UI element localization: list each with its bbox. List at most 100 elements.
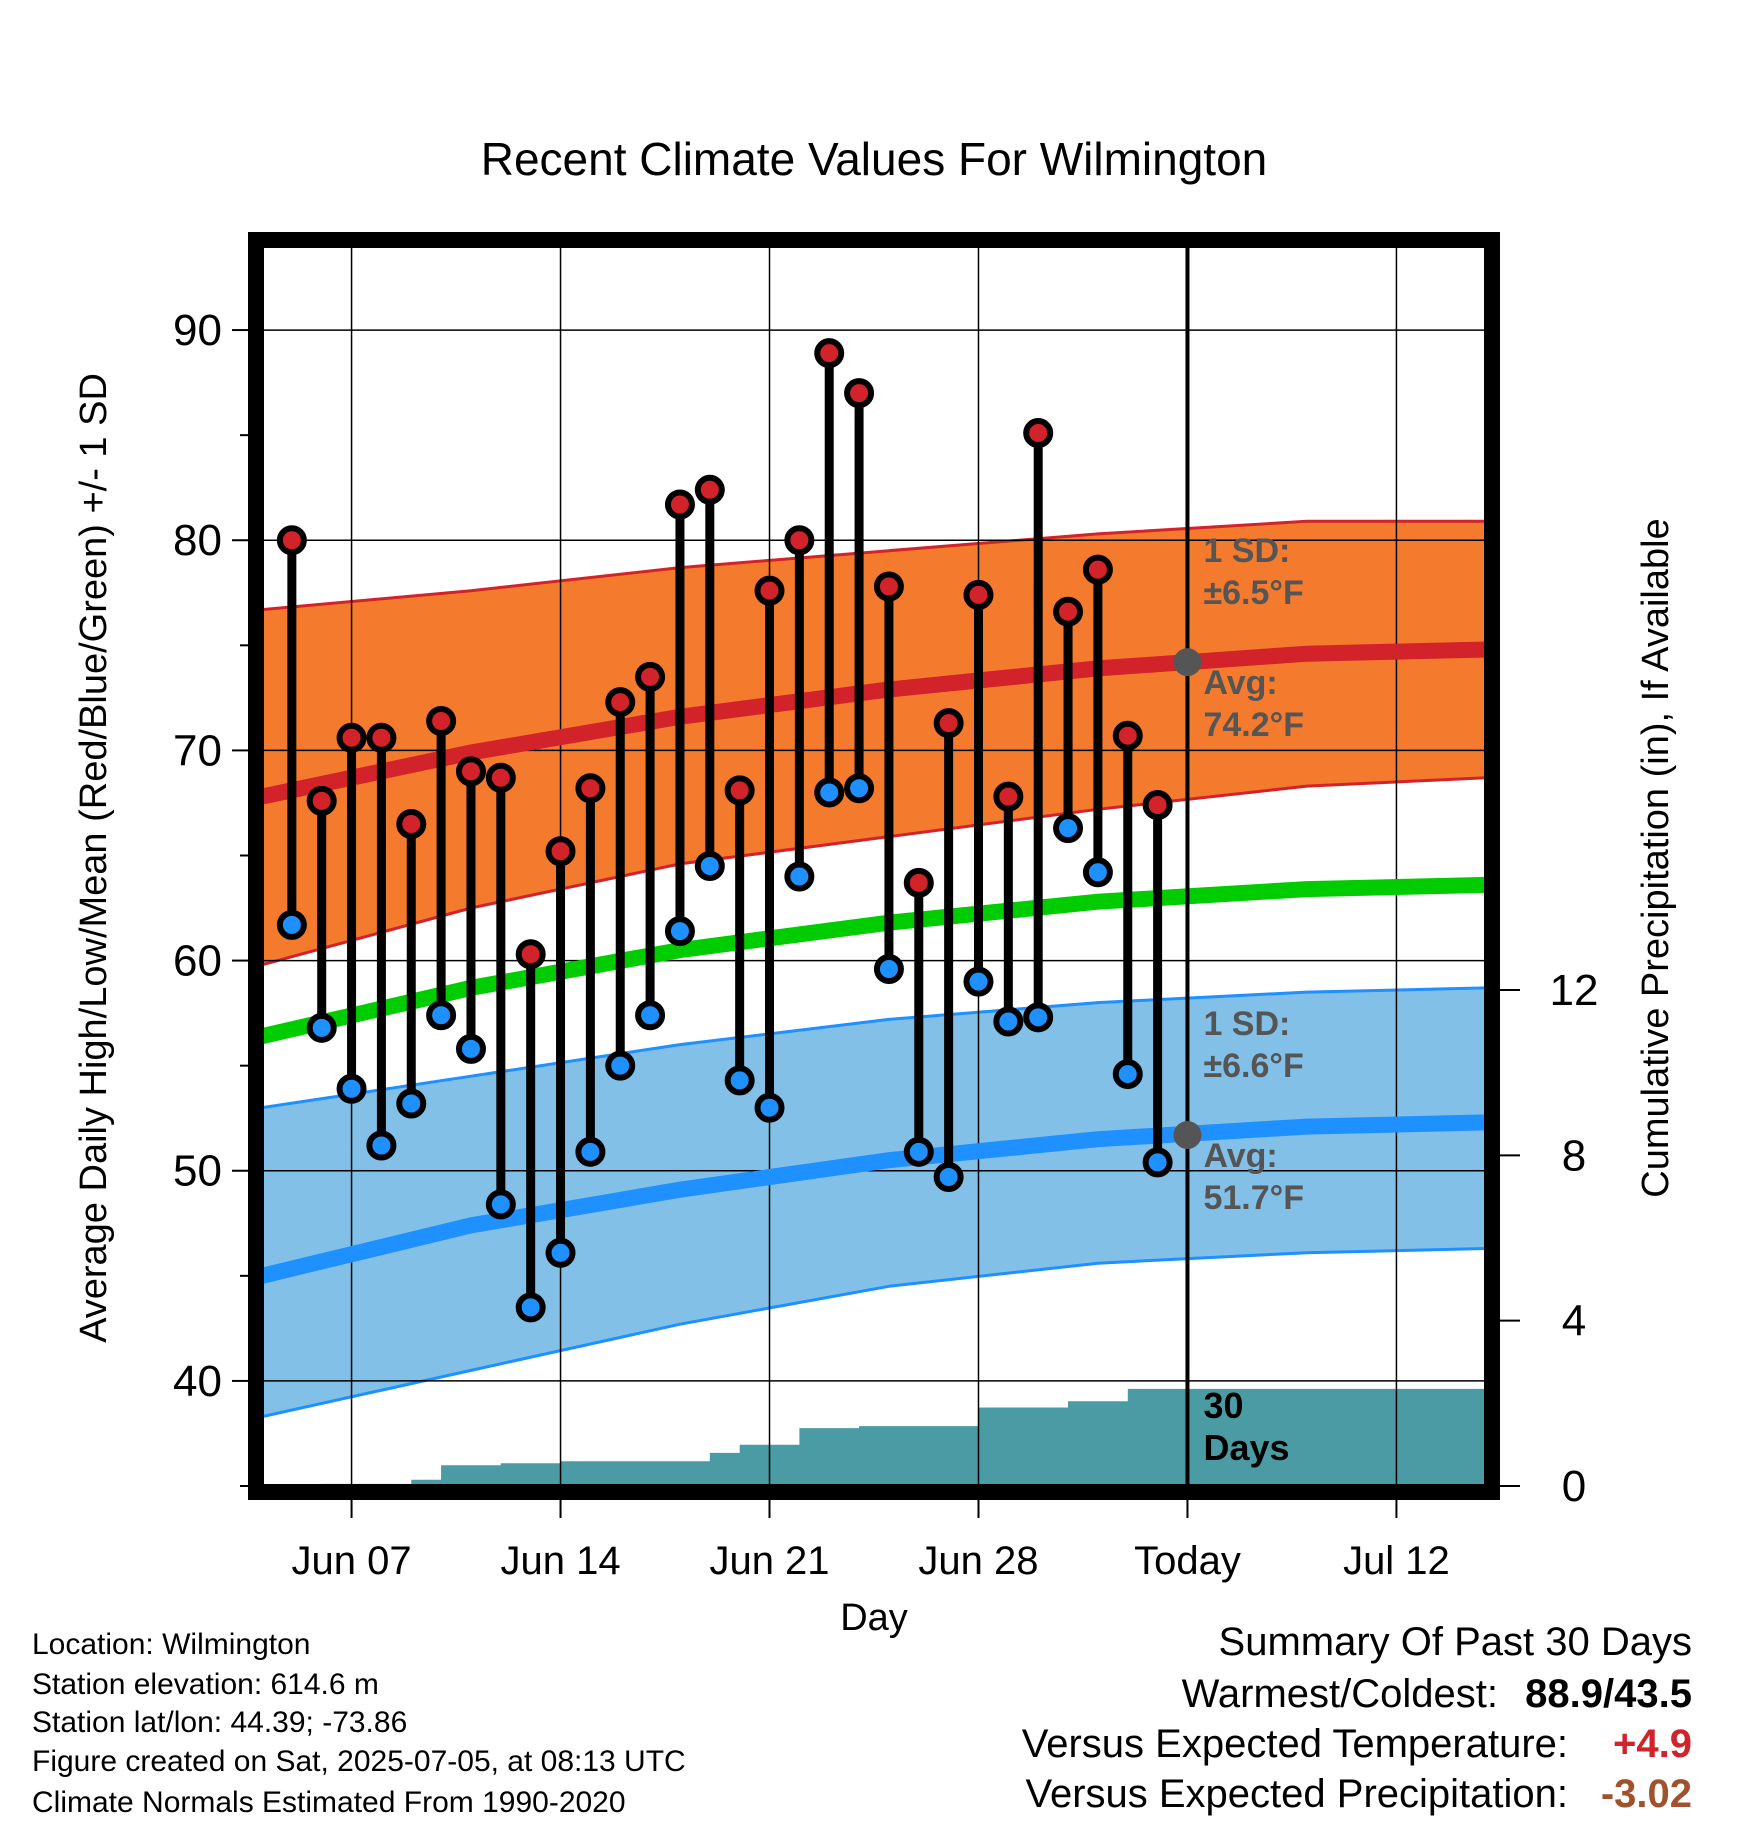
normal-low-line: [262, 1114, 1486, 1284]
summary-title: Summary Of Past 30 Days: [1218, 1620, 1692, 1664]
daily-high-point: [873, 571, 904, 602]
daily-low-point: [1023, 1002, 1054, 1033]
daily-low-point: [844, 773, 875, 804]
days-label-line2: Days: [1203, 1427, 1289, 1468]
y-tick-label: 90: [173, 306, 222, 355]
daily-high-point: [1023, 418, 1054, 449]
y-axis-label: Average Daily High/Low/Mean (Red/Blue/Gr…: [73, 373, 115, 1343]
plot-area: [262, 246, 1486, 1486]
x-tick-label: Jul 12: [1343, 1539, 1450, 1583]
daily-low-point: [933, 1162, 964, 1193]
daily-low-point: [993, 1006, 1024, 1037]
daily-low-point: [545, 1237, 576, 1268]
info-normals: Climate Normals Estimated From 1990-2020: [32, 1786, 626, 1819]
daily-high-point: [575, 773, 606, 804]
days-label-line1: 30: [1203, 1385, 1243, 1426]
daily-high-point: [1142, 790, 1173, 821]
x-tick-label: Jun 21: [709, 1539, 829, 1583]
daily-low-point: [396, 1088, 427, 1119]
daily-low-point: [903, 1136, 934, 1167]
daily-low-point: [784, 861, 815, 892]
y-tick-label: 40: [173, 1357, 222, 1406]
daily-high-point: [724, 775, 755, 806]
summary-warm-cold-value: 88.9/43.5: [1525, 1672, 1692, 1716]
daily-low-point: [306, 1012, 337, 1043]
daily-low-point: [336, 1073, 367, 1104]
summary-precip-value: -3.02: [1600, 1772, 1692, 1816]
info-location: Location: Wilmington: [32, 1628, 311, 1661]
daily-high-point: [754, 575, 785, 606]
daily-high-point: [485, 762, 516, 793]
x-tick-label: Jun 07: [292, 1539, 412, 1583]
daily-low-point: [814, 777, 845, 808]
daily-low-point: [694, 851, 725, 881]
daily-high-point: [1082, 554, 1113, 585]
high-sd-value: ±6.5°F: [1203, 574, 1303, 612]
y2-tick-label: 4: [1562, 1297, 1586, 1346]
high-sd-upper-line: [262, 519, 1486, 612]
daily-high-point: [993, 781, 1024, 812]
plot-frame: [248, 232, 1500, 1500]
daily-low-point: [1142, 1147, 1173, 1178]
x-tick-label: Jun 14: [500, 1539, 620, 1583]
daily-low-point: [873, 953, 904, 984]
daily-high-point: [933, 708, 964, 739]
daily-low-point: [426, 1000, 457, 1031]
daily-low-point: [635, 1000, 666, 1031]
info-created: Figure created on Sat, 2025-07-05, at 08…: [32, 1745, 686, 1778]
y-tick-label: 80: [173, 516, 222, 565]
daily-low-point: [276, 909, 307, 940]
daily-high-point: [605, 687, 636, 718]
low-sd-upper-line: [262, 986, 1486, 1110]
x-tick-label: Jun 28: [918, 1539, 1038, 1583]
daily-high-point: [396, 808, 427, 839]
daily-low-point: [515, 1292, 546, 1323]
y-tick-label: 70: [173, 726, 222, 775]
daily-low-point: [366, 1130, 397, 1161]
daily-high-point: [545, 836, 576, 867]
y-tick-label: 60: [173, 937, 222, 986]
low-sd-value: ±6.6°F: [1203, 1047, 1303, 1085]
daily-low-point: [1053, 813, 1084, 844]
daily-low-point: [485, 1189, 516, 1220]
high-avg-value: 74.2°F: [1203, 706, 1304, 744]
daily-high-point: [1112, 720, 1143, 751]
summary-warm-cold-label: Warmest/Coldest:: [1181, 1672, 1498, 1716]
daily-low-point: [455, 1033, 486, 1064]
low-sd-lower-line: [262, 1247, 1486, 1419]
daily-high-point: [784, 525, 815, 556]
daily-low-point: [724, 1065, 755, 1096]
daily-high-point: [903, 867, 934, 898]
daily-high-point: [366, 722, 397, 753]
summary-temp-label: Versus Expected Temperature:: [1021, 1722, 1568, 1766]
x-tick-label: Today: [1134, 1539, 1241, 1583]
daily-high-point: [694, 474, 725, 505]
daily-low-point: [1112, 1059, 1143, 1090]
daily-high-point: [426, 705, 457, 736]
daily-low-point: [754, 1092, 785, 1123]
daily-low-point: [963, 966, 994, 997]
low-sd-label: 1 SD:: [1203, 1005, 1290, 1043]
daily-high-point: [455, 756, 486, 787]
y2-axis-label: Cumulative Precipitation (in), If Availa…: [1635, 518, 1677, 1197]
info-elevation: Station elevation: 614.6 m: [32, 1668, 379, 1701]
daily-low-point: [575, 1136, 606, 1167]
daily-high-point: [306, 785, 337, 816]
daily-high-point: [276, 525, 307, 556]
daily-high-point: [336, 722, 367, 753]
y2-tick-label: 8: [1562, 1131, 1586, 1180]
high-avg-label: Avg:: [1203, 664, 1277, 702]
daily-high-point: [963, 579, 994, 610]
y2-tick-label: 12: [1550, 966, 1599, 1015]
daily-high-point: [664, 489, 695, 520]
low-avg-marker: [1173, 1121, 1202, 1150]
daily-low-point: [1082, 857, 1113, 888]
info-latlon: Station lat/lon: 44.39; -73.86: [32, 1706, 408, 1739]
daily-high-point: [1053, 596, 1084, 627]
daily-high-point: [844, 378, 875, 409]
x-axis-label: Day: [840, 1597, 908, 1639]
daily-high-point: [814, 338, 845, 369]
chart-title: Recent Climate Values For Wilmington: [481, 133, 1268, 185]
low-avg-label: Avg:: [1203, 1137, 1277, 1175]
daily-high-point: [515, 939, 546, 970]
